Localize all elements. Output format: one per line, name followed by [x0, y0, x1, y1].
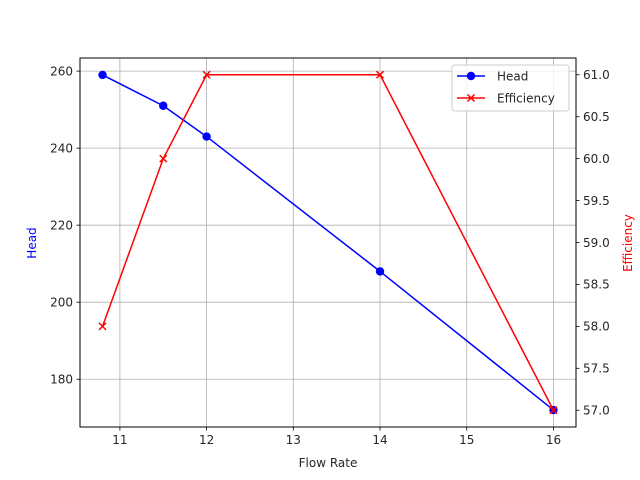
x-tick-label: 12	[199, 433, 214, 447]
y-tick-label-right: 57.0	[583, 404, 610, 418]
y-tick-label-left: 240	[50, 141, 73, 155]
y-axis-ticks-left: 180 200 220 240 260	[50, 64, 80, 387]
data-point-marker	[549, 406, 558, 415]
grid-lines	[80, 58, 576, 427]
data-point-marker	[159, 154, 168, 163]
data-point-marker	[98, 322, 107, 331]
y-tick-label-right: 61.0	[583, 68, 610, 82]
x-tick-label: 11	[112, 433, 127, 447]
series-line-head	[102, 74, 554, 411]
y-tick-label-right: 58.5	[583, 278, 610, 292]
data-point-marker	[159, 101, 168, 110]
series-group	[98, 70, 558, 415]
x-axis-ticks: 11 12 13 14 15 16	[112, 427, 561, 447]
y-axis-label-left: Head	[25, 227, 39, 258]
x-tick-label: 13	[286, 433, 301, 447]
y-tick-label-left: 260	[50, 64, 73, 78]
data-point-marker	[98, 70, 107, 80]
data-point-marker	[375, 70, 385, 79]
x-tick-label: 16	[546, 433, 561, 447]
y-tick-label-right: 58.0	[583, 320, 610, 334]
y-tick-label-left: 200	[50, 296, 73, 310]
y-tick-label-left: 220	[50, 218, 73, 232]
y-tick-label-right: 57.5	[583, 362, 610, 376]
legend-head-marker-icon	[466, 71, 476, 81]
y-tick-label-right: 59.0	[583, 236, 610, 250]
x-axis-label: Flow Rate	[299, 456, 358, 470]
y-tick-label-right: 60.0	[583, 152, 610, 166]
y-axis-label-right: Efficiency	[621, 214, 635, 272]
y-tick-label-left: 180	[50, 373, 73, 387]
y-tick-label-right: 59.5	[583, 194, 610, 208]
legend-head-label: Head	[497, 70, 528, 84]
legend-efficiency-marker-icon	[466, 93, 476, 103]
plot-frame	[79, 57, 577, 428]
x-tick-label: 15	[459, 433, 474, 447]
data-point-marker	[202, 132, 211, 141]
legend-efficiency-label: Efficiency	[497, 92, 555, 106]
y-tick-label-right: 60.5	[583, 110, 610, 124]
data-point-marker	[202, 70, 211, 79]
x-tick-label: 14	[372, 433, 387, 447]
legend: Head Efficiency	[451, 64, 570, 112]
data-point-marker	[375, 267, 385, 276]
series-line-efficiency	[101, 74, 555, 411]
y-axis-ticks-right: 57.0 57.5 58.0 58.5 59.0 59.5 60.0 60.5 61.0	[576, 68, 610, 418]
